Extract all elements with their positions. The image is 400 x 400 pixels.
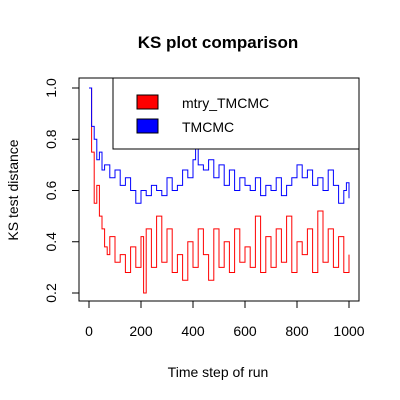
x-tick-label: 400: [181, 323, 205, 339]
y-tick-label: 1.0: [43, 78, 59, 98]
plot-lines: [89, 87, 350, 294]
chart-title: KS plot comparison: [138, 33, 299, 52]
series-line-tmcmc: [89, 87, 350, 204]
x-axis-label: Time step of run: [168, 364, 269, 380]
x-tick-label: 1000: [333, 323, 364, 339]
legend-swatch-tmcmc: [136, 118, 159, 134]
x-tick-label: 600: [233, 323, 257, 339]
legend-label-tmcmc: TMCMC: [182, 119, 234, 135]
y-axis: 0.2 0.4 0.6 0.8 1.0: [43, 78, 80, 303]
x-tick-label: 800: [285, 323, 309, 339]
legend-box: [112, 77, 360, 150]
y-axis-label: KS test distance: [5, 139, 21, 240]
y-tick-label: 0.4: [43, 232, 59, 252]
legend-label-mtry-tmcmc: mtry_TMCMC: [182, 95, 269, 111]
legend-swatch-mtry-tmcmc: [136, 94, 159, 110]
legend: mtry_TMCMC TMCMC: [112, 77, 360, 150]
y-tick-label: 0.2: [43, 283, 59, 303]
y-tick-label: 0.6: [43, 181, 59, 201]
x-tick-label: 0: [85, 323, 93, 339]
series-line-mtry-tmcmc: [89, 87, 350, 294]
y-tick-label: 0.8: [43, 129, 59, 149]
x-axis: 0 200 400 600 800 1000: [85, 300, 365, 339]
x-tick-label: 200: [129, 323, 153, 339]
